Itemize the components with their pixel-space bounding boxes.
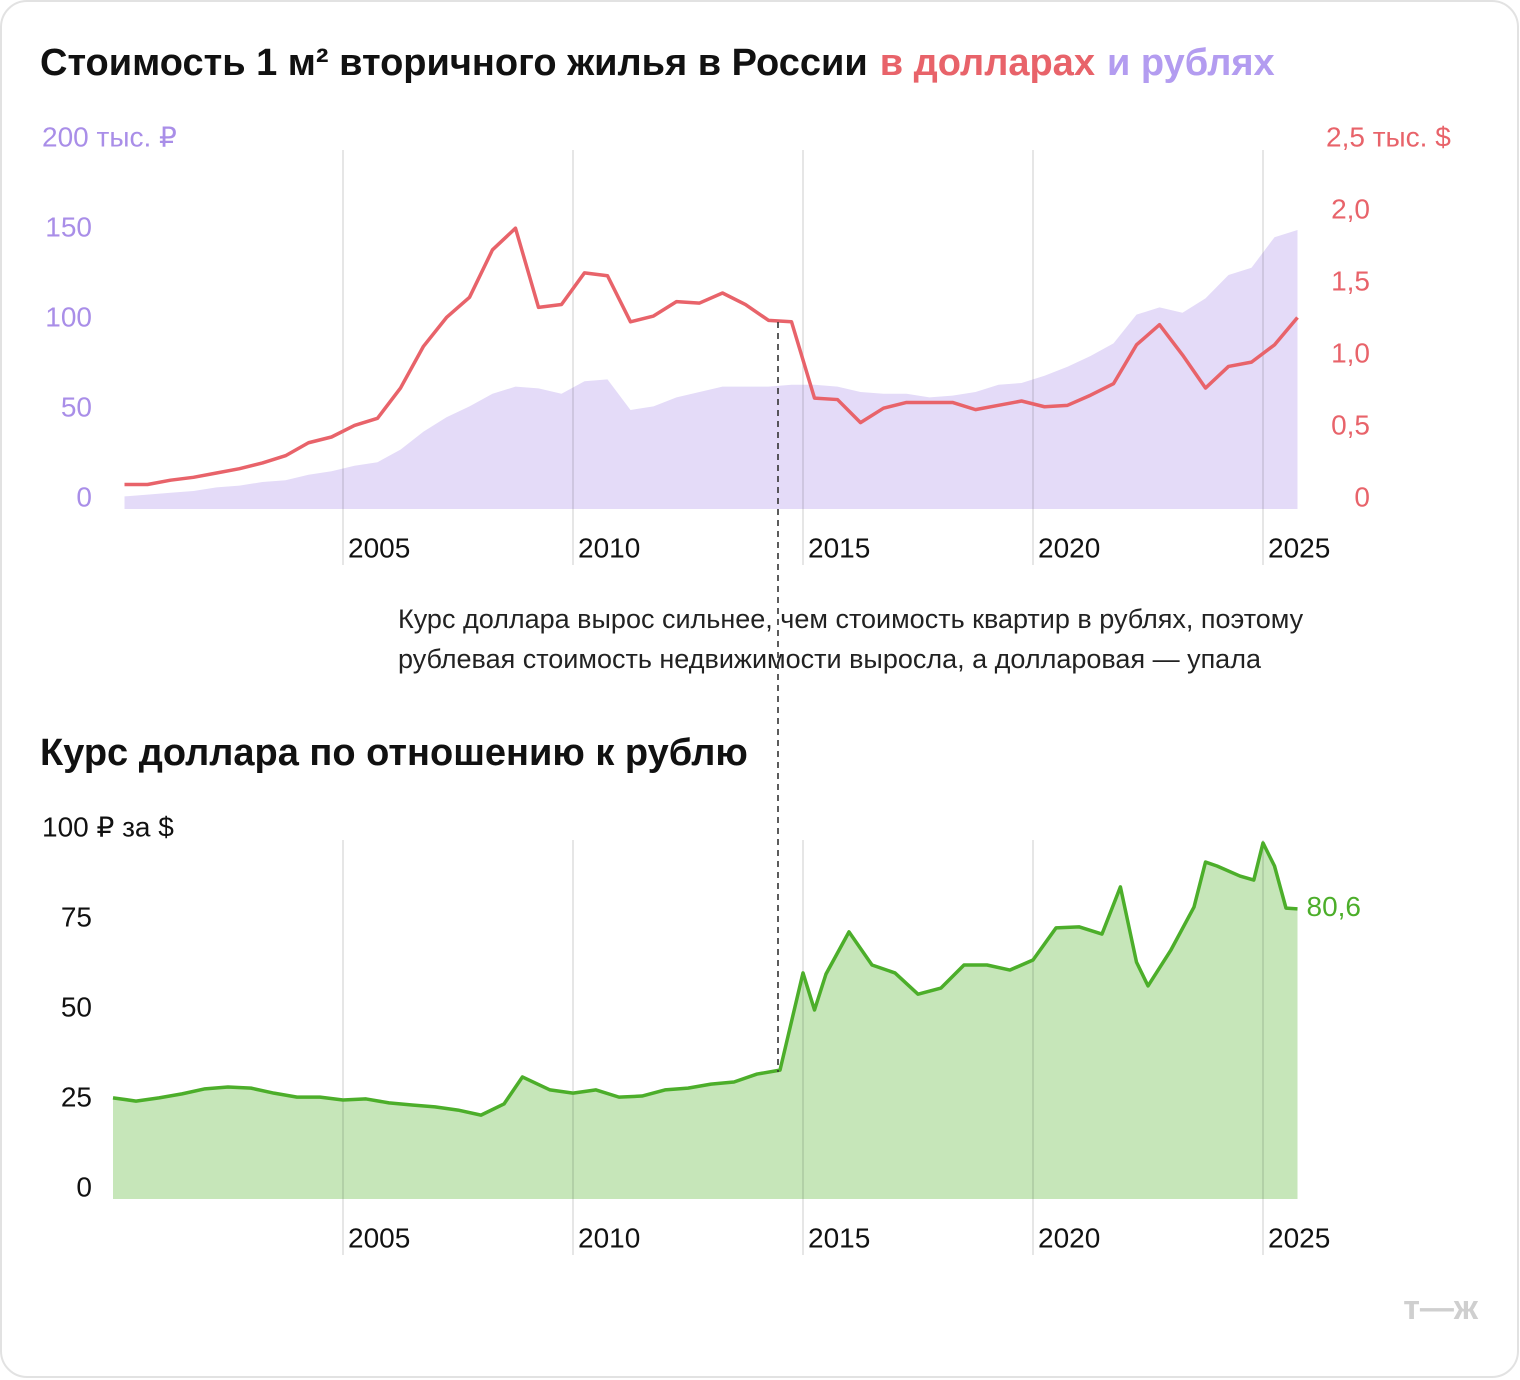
y-tick-label: 0 [76, 1171, 92, 1202]
area [124, 230, 1298, 509]
y-tick-label: 2,5 тыс. $ [1326, 121, 1451, 152]
y-tick-label: 1,0 [1331, 337, 1370, 368]
x-tick-label: 2015 [808, 532, 870, 563]
x-tick-label: 2010 [578, 532, 640, 563]
annotation-text: Курс доллара вырос сильнее, чем стоимост… [398, 604, 1304, 634]
y-tick-label: 100 [45, 301, 92, 332]
y-tick-label: 200 тыс. ₽ [42, 121, 177, 152]
line [124, 226, 1299, 487]
title-text: Стоимость 1 м² вторичного жилья в России [40, 42, 868, 84]
y-tick-label: 0,5 [1331, 409, 1370, 440]
x-tick-label: 2020 [1038, 1222, 1100, 1253]
chart-title: Курс доллара по отношению к рублю [40, 732, 748, 774]
title-text: Курс доллара по отношению к рублю [40, 732, 748, 774]
y-tick-label: 100 ₽ за $ [42, 811, 174, 842]
y-tick-label: 50 [61, 391, 92, 422]
y-tick-label: 0 [1354, 481, 1370, 512]
y-tick-label: 2,0 [1331, 193, 1370, 224]
y-tick-label: 0 [76, 481, 92, 512]
y-tick-label: 1,5 [1331, 265, 1370, 296]
x-tick-label: 2005 [348, 532, 410, 563]
value-label: 80,6 [1307, 891, 1362, 922]
y-tick-label: 150 [45, 211, 92, 242]
x-tick-label: 2025 [1268, 1222, 1330, 1253]
annotation-text: рублевая стоимость недвижимости выросла,… [398, 644, 1262, 674]
x-tick-label: 2025 [1268, 532, 1330, 563]
x-tick-label: 2015 [808, 1222, 870, 1253]
x-tick-label: 2020 [1038, 532, 1100, 563]
x-tick-label: 2010 [578, 1222, 640, 1253]
y-tick-label: 50 [61, 991, 92, 1022]
watermark: т—ж [1403, 1289, 1479, 1327]
line [112, 841, 1298, 1117]
title-legend: в долларах [880, 42, 1095, 84]
area [113, 842, 1298, 1199]
title-legend: и рублях [1107, 42, 1275, 84]
y-tick-label: 75 [61, 901, 92, 932]
x-tick-label: 2005 [348, 1222, 410, 1253]
chart-title: Стоимость 1 м² вторичного жилья в России… [40, 42, 1275, 84]
y-tick-label: 25 [61, 1081, 92, 1112]
